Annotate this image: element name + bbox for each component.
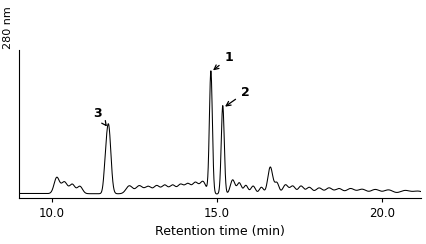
Text: 280 nm: 280 nm <box>3 6 13 49</box>
Text: 2: 2 <box>226 86 249 106</box>
Text: 3: 3 <box>93 107 106 125</box>
X-axis label: Retention time (min): Retention time (min) <box>155 225 285 238</box>
Text: 1: 1 <box>213 51 232 70</box>
